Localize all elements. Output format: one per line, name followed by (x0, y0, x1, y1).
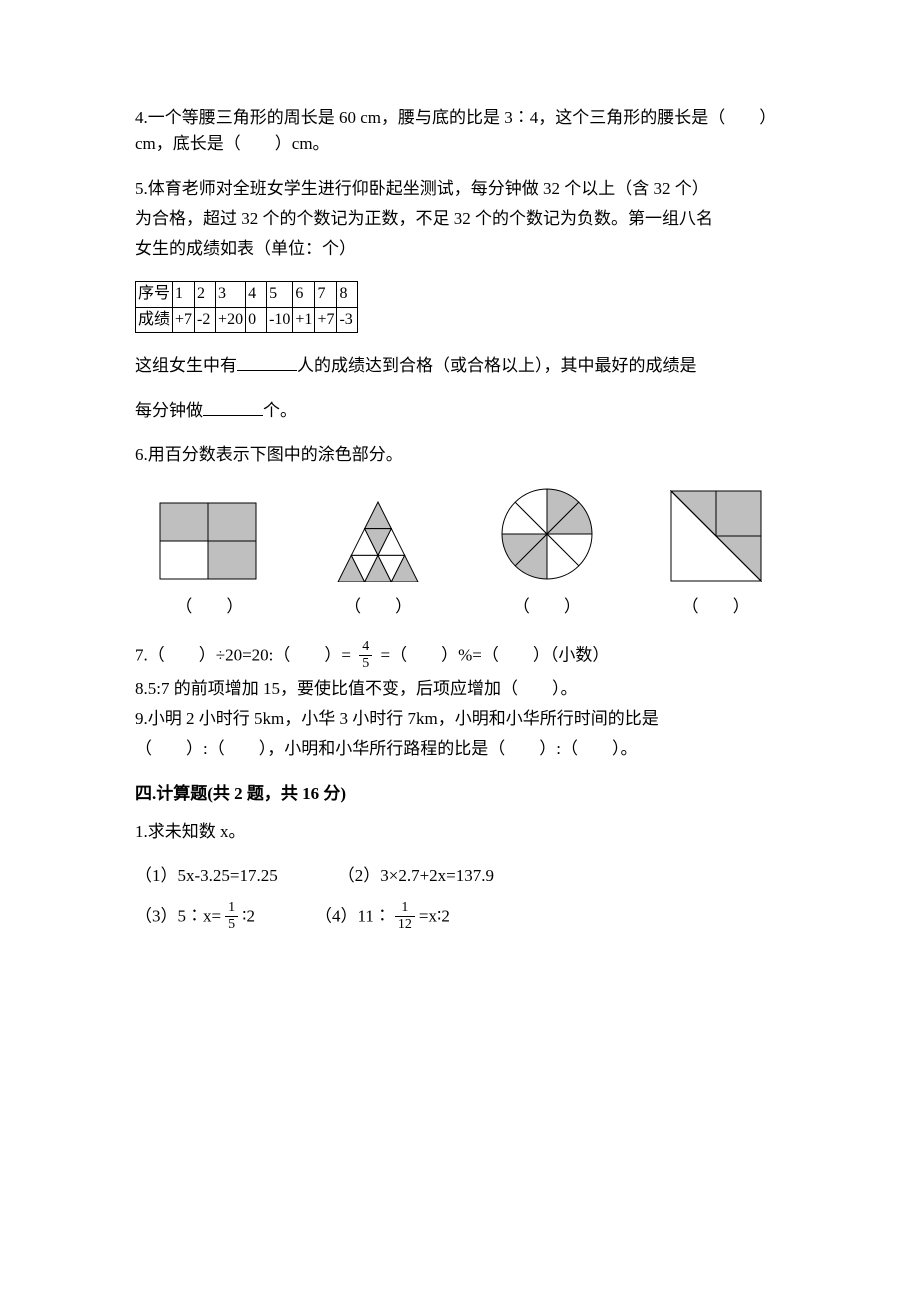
table-cell: 8 (337, 281, 358, 307)
calc-item-3: （3）5∶x=15∶2 (135, 902, 255, 933)
figure-rect-grid (135, 502, 284, 582)
table-cell: 1 (173, 281, 195, 307)
question-6: 6.用百分数表示下图中的涂色部分。 (135, 442, 790, 468)
table-cell: 3 (216, 281, 246, 307)
question-5-line1: 5.体育老师对全班女学生进行仰卧起坐测试，每分钟做 32 个以上（含 32 个） (135, 176, 790, 202)
text-fragment: 人的成绩达到合格（或合格以上），其中最好的成绩是 (297, 356, 697, 375)
rect-grid-icon (159, 502, 259, 582)
question-5-line5: 每分钟做 个。 (135, 398, 790, 424)
table-cell: +1 (293, 307, 315, 333)
fill-blank (237, 353, 297, 371)
text-fragment: 7.（ ）÷20=20:（ ）= (135, 645, 355, 664)
table-cell: +7 (173, 307, 195, 333)
text-fragment: =x∶2 (419, 906, 450, 925)
fraction-den: 5 (225, 917, 238, 932)
table-cell: 6 (293, 281, 315, 307)
question-5-line3: 女生的成绩如表（单位：个） (135, 236, 790, 262)
calc-row-2: （3）5∶x=15∶2 （4）11∶112=x∶2 (135, 902, 790, 933)
page-content: 4.一个等腰三角形的周长是 60 cm，腰与底的比是 3∶4，这个三角形的腰长是… (0, 0, 920, 1005)
fraction: 15 (225, 901, 238, 932)
figure-caption: （ ） (135, 594, 284, 620)
question-7: 7.（ ）÷20=20:（ ）= 4 5 =（ ）%=（ ）（小数） (135, 641, 790, 672)
fraction: 4 5 (359, 640, 372, 671)
fraction-den: 12 (395, 917, 415, 932)
triangle-grid-icon (318, 497, 438, 582)
question-6-captions: （ ） （ ） （ ） （ ） (135, 594, 790, 620)
table-cell: +20 (216, 307, 246, 333)
fraction-num: 1 (395, 901, 415, 917)
section-4-q1-title: 1.求未知数 x。 (135, 819, 790, 845)
figure-caption: （ ） (473, 594, 622, 620)
table-cell: 2 (195, 281, 216, 307)
figure-circle (473, 486, 622, 582)
section-4-heading: 四.计算题(共 2 题，共 16 分) (135, 781, 790, 807)
table-cell: 5 (267, 281, 293, 307)
calc-row-1: （1）5x-3.25=17.25 （2）3×2.7+2x=137.9 (135, 863, 790, 889)
question-6-figures (135, 486, 790, 582)
fraction-den: 5 (359, 656, 372, 671)
table-cell: 序号 (136, 281, 173, 307)
tangram-icon (670, 490, 762, 582)
table-cell: -3 (337, 307, 358, 333)
text-fragment: （4）11∶ (315, 906, 391, 925)
figure-triangle (304, 497, 453, 582)
question-5-line2: 为合格，超过 32 个的个数记为正数，不足 32 个的个数记为负数。第一组八名 (135, 206, 790, 232)
fraction-num: 1 (225, 901, 238, 917)
text-fragment: =（ ）%=（ ）（小数） (380, 645, 609, 664)
table-cell: -2 (195, 307, 216, 333)
calc-item-1: （1）5x-3.25=17.25 (135, 863, 278, 889)
question-4: 4.一个等腰三角形的周长是 60 cm，腰与底的比是 3∶4，这个三角形的腰长是… (135, 105, 790, 158)
question-5-line4: 这组女生中有 人的成绩达到合格（或合格以上），其中最好的成绩是 (135, 353, 790, 379)
question-9-line2: （ ）:（ ），小明和小华所行路程的比是（ ）:（ ）。 (135, 736, 790, 762)
table-row: 成绩 +7 -2 +20 0 -10 +1 +7 -3 (136, 307, 358, 333)
text-fragment: 每分钟做 (135, 401, 203, 420)
table-cell: 7 (315, 281, 337, 307)
table-cell: 成绩 (136, 307, 173, 333)
question-8: 8.5:7 的前项增加 15，要使比值不变，后项应增加（ ）。 (135, 676, 790, 702)
fraction: 112 (395, 901, 415, 932)
calc-item-2: （2）3×2.7+2x=137.9 (338, 863, 494, 889)
figure-caption: （ ） (304, 594, 453, 620)
table-cell: 4 (246, 281, 267, 307)
text-fragment: 个。 (263, 401, 297, 420)
calc-item-4: （4）11∶112=x∶2 (315, 902, 450, 933)
question-5-table: 序号 1 2 3 4 5 6 7 8 成绩 +7 -2 +20 0 -10 +1… (135, 281, 358, 334)
table-cell: 0 (246, 307, 267, 333)
table-cell: +7 (315, 307, 337, 333)
text-fragment: ∶2 (242, 906, 255, 925)
table-cell: -10 (267, 307, 293, 333)
question-9-line1: 9.小明 2 小时行 5km，小华 3 小时行 7km，小明和小华所行时间的比是 (135, 706, 790, 732)
text-fragment: （3）5∶x= (135, 906, 221, 925)
pie-icon (499, 486, 595, 582)
text-fragment: 这组女生中有 (135, 356, 237, 375)
fraction-num: 4 (359, 640, 372, 656)
figure-square-tangram (641, 490, 790, 582)
fill-blank (203, 398, 263, 416)
figure-caption: （ ） (641, 594, 790, 620)
table-row: 序号 1 2 3 4 5 6 7 8 (136, 281, 358, 307)
